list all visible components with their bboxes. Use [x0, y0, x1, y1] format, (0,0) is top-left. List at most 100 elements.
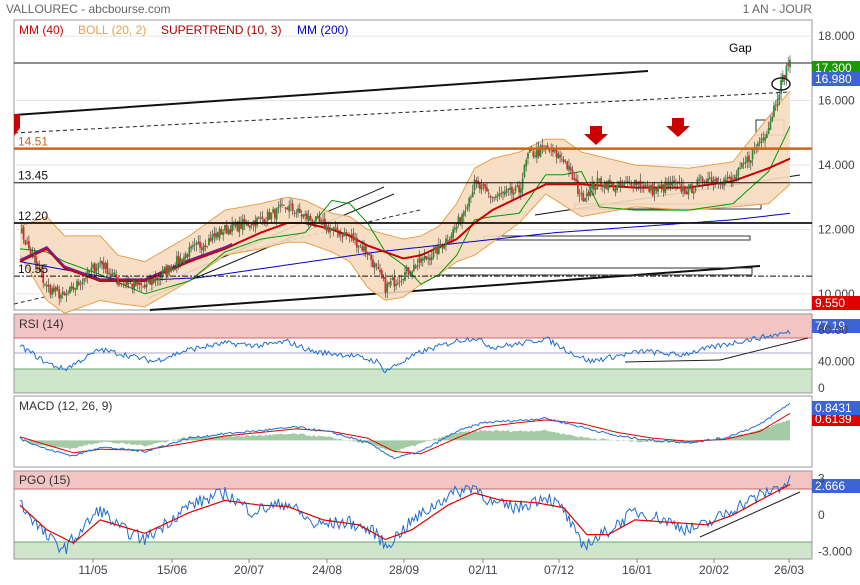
candle-body: [562, 159, 565, 163]
candle-body: [129, 282, 132, 284]
candle-body: [427, 257, 430, 259]
candle-body: [133, 280, 135, 289]
candle-body: [658, 185, 661, 187]
candle-body: [366, 251, 369, 255]
candle-body: [352, 233, 355, 241]
candle-body: [29, 248, 32, 255]
candle-body: [537, 147, 540, 156]
candle-body: [669, 182, 672, 186]
low-price-flag: [812, 296, 860, 310]
candle-body: [45, 285, 48, 287]
candle-body: [225, 224, 228, 234]
candle-body: [113, 272, 116, 275]
candle-body: [377, 266, 380, 269]
candle-body: [261, 216, 264, 219]
candle-body: [361, 246, 364, 251]
candle-body: [575, 178, 578, 182]
candle-body: [655, 188, 658, 191]
candle-body: [265, 221, 267, 223]
candle-body: [657, 185, 660, 192]
candle-body: [765, 133, 768, 139]
candle-body: [737, 168, 740, 176]
candle-body: [617, 181, 620, 187]
chart-header-title: VALLOUREC - abcbourse.com: [6, 2, 171, 16]
candle-body: [117, 277, 119, 285]
candle-body: [710, 177, 713, 183]
candle-body: [446, 240, 449, 242]
candle-body: [163, 267, 166, 272]
candle-body: [236, 222, 239, 232]
level-label: 10.55: [18, 262, 48, 276]
down-arrow-icon: [666, 118, 690, 137]
candle-body: [143, 284, 146, 288]
macd-line-group: [19, 402, 791, 460]
pgo-overbought-zone: [14, 471, 812, 489]
candle-body: [473, 179, 476, 191]
candle-body: [593, 181, 595, 190]
bollinger-band-area: [20, 90, 790, 314]
rsi-tick-label: 40.000: [818, 354, 855, 368]
candle-body: [673, 180, 676, 183]
legend-mm200: MM (200): [297, 23, 348, 37]
candle-body: [744, 161, 747, 164]
rsi-y-axis: 80.00 40.000 0: [818, 323, 855, 395]
candle-body: [682, 186, 684, 192]
candle-body: [231, 222, 234, 232]
rsi-panel: RSI (14) 77.19 80.00 40.000 0: [13, 313, 860, 395]
bollinger-bands: [19, 90, 791, 314]
candle-body: [216, 232, 219, 237]
candle-body: [587, 191, 590, 197]
candle-body: [405, 266, 408, 272]
candle-body: [644, 185, 647, 187]
candle-body: [249, 225, 251, 228]
candle-body: [626, 181, 629, 183]
candle-body: [191, 245, 194, 247]
candle-body: [660, 184, 663, 187]
candle-body: [247, 222, 250, 226]
candle-body: [152, 278, 155, 284]
candle-body: [591, 183, 594, 189]
candle-body: [240, 222, 242, 229]
candle-body: [49, 284, 52, 295]
candle-body: [65, 293, 68, 296]
candle-body: [229, 229, 232, 234]
candle-body: [630, 182, 633, 187]
bollinger-lower-line: [19, 183, 791, 314]
candle-body: [102, 262, 105, 269]
candle-body: [338, 233, 340, 236]
upper-trendline: [13, 70, 649, 116]
candle-body: [429, 257, 431, 261]
candle-body: [414, 266, 417, 269]
candle-body: [582, 193, 585, 202]
candle-body: [138, 280, 141, 285]
candle-body: [93, 263, 96, 272]
candle-body: [462, 211, 465, 216]
candle-body: [293, 212, 296, 214]
candle-body: [106, 262, 109, 275]
candle-body: [461, 214, 463, 222]
candle-body: [491, 197, 494, 199]
candle-body: [475, 180, 478, 183]
candle-body: [400, 280, 403, 282]
macd-signal-label: 0.6139: [815, 412, 852, 426]
chart-header-period: 1 AN - JOUR: [743, 2, 813, 16]
candle-body: [118, 282, 121, 285]
candle-body: [332, 227, 335, 230]
candle-body: [290, 203, 292, 205]
candle-body: [680, 184, 683, 192]
candle-body: [639, 180, 642, 187]
candle-body: [519, 188, 522, 194]
candle-body: [455, 226, 458, 230]
candle-body: [322, 220, 324, 222]
candle-body: [307, 215, 310, 222]
dashed-trendline-upper: [13, 91, 791, 134]
candle-body: [174, 268, 176, 271]
macd-value-flag: [812, 401, 860, 415]
candle-body: [434, 246, 437, 250]
candle-body: [211, 234, 214, 240]
level-label: 12.20: [18, 209, 48, 223]
candle-body: [423, 255, 426, 260]
macd-panel: MACD (12, 26, 9) 0.6139 0.8431: [13, 395, 860, 468]
candle-body: [382, 277, 385, 279]
candle-body: [306, 213, 308, 220]
